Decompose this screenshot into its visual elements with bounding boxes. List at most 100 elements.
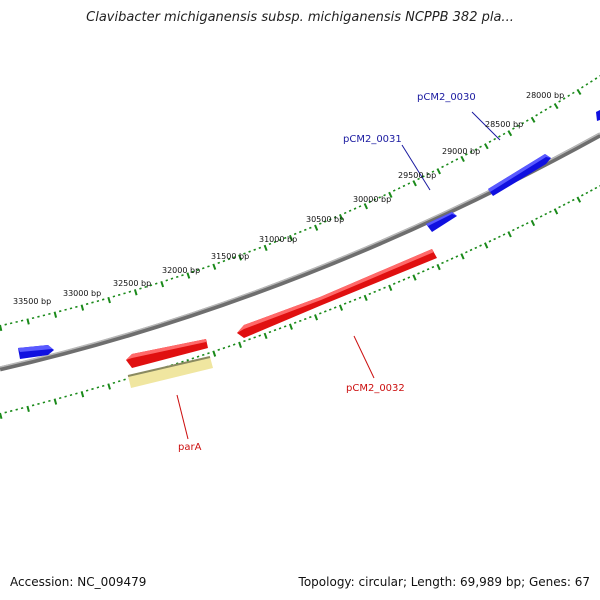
minor-tick — [422, 175, 425, 178]
minor-tick — [558, 205, 561, 209]
major-tick — [388, 284, 393, 291]
minor-tick — [323, 310, 327, 313]
gene-label-parA[interactable]: parA — [178, 442, 202, 453]
major-tick — [338, 214, 344, 221]
minor-tick — [181, 360, 184, 363]
minor-tick — [512, 127, 515, 130]
major-tick — [288, 323, 293, 330]
minor-tick — [549, 210, 552, 213]
minor-tick — [521, 224, 524, 227]
minor-tick — [343, 302, 347, 305]
tick-label-29000: 29000 bp — [442, 147, 480, 156]
minor-tick — [149, 284, 153, 287]
gene-pCM2_0030[interactable] — [488, 154, 551, 196]
minor-tick — [373, 290, 377, 294]
gene-label-pCM2_0031[interactable]: pCM2_0031 — [343, 134, 402, 145]
minor-tick — [170, 277, 174, 280]
minor-tick — [298, 230, 302, 234]
major-tick — [53, 311, 58, 318]
gene-pCM2_0031[interactable] — [426, 212, 457, 232]
minor-tick — [368, 292, 372, 296]
minor-tick — [253, 248, 257, 251]
minor-tick — [258, 246, 262, 250]
minor-tick — [392, 189, 396, 192]
minor-tick — [502, 233, 506, 236]
minor-tick — [318, 312, 322, 315]
tick-label-32000: 32000 bp — [162, 266, 200, 275]
tick-label-32500: 32500 bp — [113, 279, 151, 288]
minor-tick — [196, 355, 200, 358]
major-tick — [107, 383, 111, 390]
major-tick — [338, 304, 344, 311]
tick-label-30000: 30000 bp — [353, 195, 391, 204]
minor-tick — [431, 170, 435, 173]
major-tick — [26, 405, 30, 413]
minor-tick — [397, 280, 401, 283]
minor-tick — [535, 217, 538, 220]
feature-parA[interactable] — [127, 356, 213, 388]
minor-tick — [417, 177, 420, 181]
minor-tick — [318, 222, 322, 225]
gene-label-pCM2_0032[interactable]: pCM2_0032 — [346, 383, 405, 394]
minor-tick — [248, 250, 251, 253]
minor-tick — [493, 137, 497, 141]
major-tick — [507, 130, 513, 137]
minor-tick — [268, 242, 272, 246]
minor-tick — [191, 357, 195, 360]
gene-label-pCM2_0030[interactable]: pCM2_0030 — [417, 92, 476, 103]
minor-tick — [283, 325, 287, 328]
minor-tick — [348, 300, 352, 303]
major-tick — [80, 304, 85, 311]
minor-tick — [567, 94, 571, 97]
minor-tick — [421, 270, 425, 273]
major-tick — [553, 102, 559, 110]
minor-tick — [298, 319, 302, 323]
minor-tick — [450, 160, 454, 164]
minor-tick — [469, 248, 473, 252]
minor-tick — [222, 259, 226, 263]
tick-label-31000: 31000 bp — [259, 235, 297, 244]
minor-tick — [525, 119, 529, 122]
minor-tick — [417, 272, 420, 275]
minor-tick — [479, 145, 482, 148]
gene-blue-right-edge[interactable] — [596, 110, 600, 121]
major-tick — [412, 274, 417, 281]
minor-tick — [498, 135, 501, 138]
major-tick — [263, 332, 268, 340]
tick-label-33000: 33000 bp — [63, 289, 101, 298]
minor-tick — [217, 261, 221, 264]
tick-label-31500: 31500 bp — [211, 252, 249, 261]
minor-tick — [378, 288, 381, 292]
major-tick — [412, 180, 417, 187]
minor-tick — [217, 348, 221, 351]
minor-tick — [516, 226, 520, 229]
minor-tick — [402, 184, 406, 188]
gene-pCM2_0032[interactable] — [237, 249, 437, 338]
minor-tick — [512, 228, 515, 232]
gene-red-left[interactable] — [126, 339, 208, 368]
minor-tick — [293, 321, 297, 324]
topology-summary: Topology: circular; Length: 69,989 bp; G… — [298, 575, 590, 589]
minor-tick — [303, 317, 307, 321]
major-tick — [0, 324, 3, 332]
minor-tick — [258, 334, 262, 337]
minor-tick — [392, 282, 396, 285]
map-title: Clavibacter michiganensis subsp. michiga… — [86, 10, 514, 25]
gene-blue-left[interactable] — [18, 345, 54, 359]
minor-tick — [539, 215, 543, 218]
minor-tick — [227, 345, 231, 348]
major-tick — [484, 143, 489, 150]
tick-label-28500: 28500 bp — [485, 120, 523, 129]
minor-tick — [590, 80, 593, 83]
minor-tick — [571, 91, 575, 95]
major-tick — [53, 398, 58, 405]
minor-tick — [441, 165, 444, 169]
minor-tick — [479, 244, 482, 247]
major-tick — [186, 272, 191, 279]
minor-tick — [383, 194, 386, 197]
major-tick — [314, 314, 319, 321]
major-tick — [507, 231, 512, 238]
minor-tick — [558, 100, 561, 103]
minor-tick — [222, 346, 226, 350]
minor-tick — [426, 172, 430, 176]
